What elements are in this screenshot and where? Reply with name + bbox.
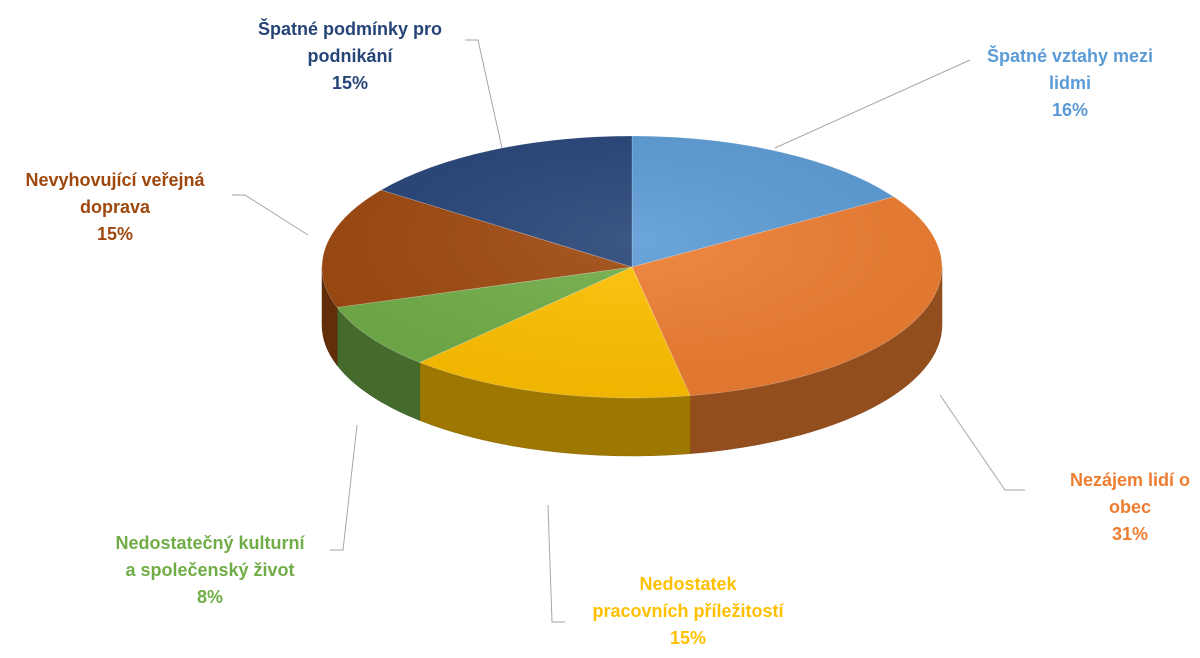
data-labels: Špatné vztahy mezi lidmi 16% Nezájem lidí o… xyxy=(25,18,1190,648)
data-label-3: Nedostatečný kulturní a společenský život… xyxy=(115,533,305,607)
data-label-text-2-0: Nedostatek xyxy=(639,574,737,594)
data-label-percent-3: 8% xyxy=(197,587,223,607)
data-label-percent-2: 15% xyxy=(670,628,706,648)
leader-line-0 xyxy=(774,59,971,149)
data-label-text-1-0: Nezájem lidí o xyxy=(1070,470,1190,490)
data-label-percent-1: 31% xyxy=(1112,524,1148,544)
data-label-text-2-1: pracovních příležitostí xyxy=(592,601,784,621)
leader-line-4 xyxy=(232,194,309,236)
data-label-text-4-1: doprava xyxy=(80,197,151,217)
leader-line-2 xyxy=(547,504,565,623)
data-label-text-1-1: obec xyxy=(1109,497,1151,517)
pie-sides xyxy=(321,266,943,457)
data-label-percent-4: 15% xyxy=(97,224,133,244)
data-label-text-3-0: Nedostatečný kulturní xyxy=(115,533,305,553)
data-label-text-5-0: Špatné podmínky pro xyxy=(258,18,442,39)
data-label-text-0-1: lidmi xyxy=(1049,73,1091,93)
data-label-5: Špatné podmínky pro podnikání 15% xyxy=(258,18,442,93)
data-label-text-4-0: Nevyhovující veřejná xyxy=(25,170,205,190)
data-label-text-0-0: Špatné vztahy mezi xyxy=(987,45,1153,66)
pie-tops xyxy=(321,135,943,399)
data-label-4: Nevyhovující veřejná doprava 15% xyxy=(25,170,205,244)
leader-line-1 xyxy=(939,394,1025,491)
data-label-2: Nedostatek pracovních příležitostí 15% xyxy=(592,574,784,648)
leader-line-5 xyxy=(465,39,503,149)
data-label-0: Špatné vztahy mezi lidmi 16% xyxy=(987,45,1153,120)
pie-sheen xyxy=(322,136,942,398)
data-label-1: Nezájem lidí o obec 31% xyxy=(1070,470,1190,544)
leader-lines xyxy=(232,39,1025,623)
data-label-percent-0: 16% xyxy=(1052,100,1088,120)
data-label-text-5-1: podnikání xyxy=(308,46,394,66)
leader-line-3 xyxy=(330,424,358,551)
data-label-text-3-1: a společenský život xyxy=(125,560,294,580)
data-label-percent-5: 15% xyxy=(332,73,368,93)
